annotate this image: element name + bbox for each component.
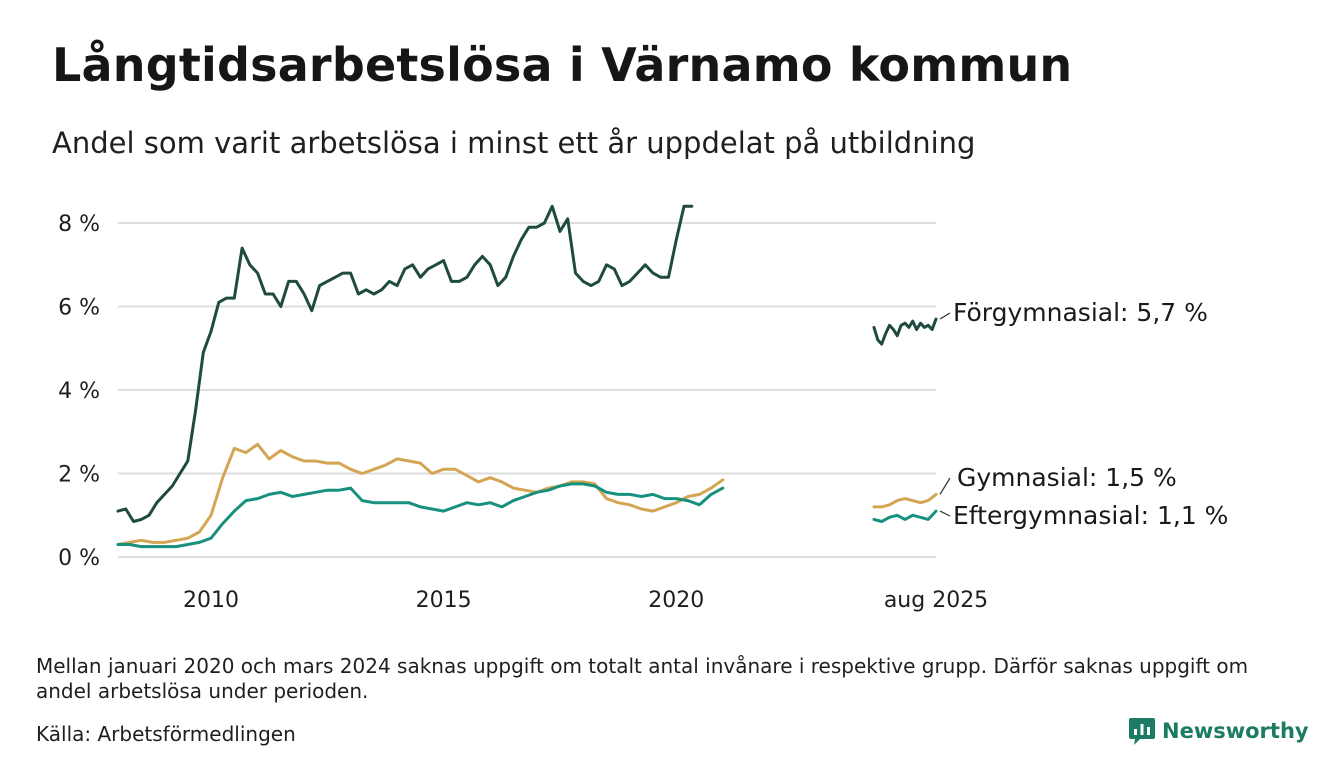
line-chart: 0 % 2 % 4 % 6 % 8 % 2010 2015 2020 aug 2025 För… (58, 204, 1228, 613)
x-tick-label: 2010 (183, 588, 239, 613)
x-tick-label: 2020 (648, 588, 704, 613)
end-label-eftergymnasial: Eftergymnasial: 1,1 % (953, 501, 1228, 530)
end-label-connector (939, 312, 951, 320)
end-label-förgymnasial: Förgymnasial: 5,7 % (953, 298, 1208, 327)
newsworthy-chart-icon (1129, 718, 1155, 745)
page-title: Långtidsarbetslösa i Värnamo kommun (52, 38, 1073, 92)
end-label-gymnasial: Gymnasial: 1,5 % (957, 463, 1177, 492)
x-tick-label: aug 2025 (884, 588, 988, 613)
y-tick-label: 8 % (58, 212, 100, 237)
y-axis-tick-labels: 0 % 2 % 4 % 6 % 8 % (58, 212, 100, 571)
x-tick-label: 2015 (416, 588, 472, 613)
y-tick-label: 4 % (58, 379, 100, 404)
newsworthy-logo: Newsworthy (1128, 716, 1309, 746)
series-line-förgymnasial (872, 317, 938, 346)
series-line-gymnasial (116, 442, 725, 546)
grid-lines (118, 222, 936, 558)
series-line-gymnasial (872, 492, 938, 509)
end-label-connector (939, 477, 951, 495)
series-end-labels: Förgymnasial: 5,7 % Gymnasial: 1,5 % Efter… (939, 298, 1228, 530)
x-axis-tick-labels: 2010 2015 2020 aug 2025 (183, 588, 988, 613)
brand-name: Newsworthy (1162, 719, 1309, 743)
series-lines (116, 204, 938, 549)
series-line-eftergymnasial (116, 482, 725, 549)
end-label-connector (939, 510, 951, 517)
page-subtitle: Andel som varit arbetslösa i minst ett å… (52, 126, 976, 160)
y-tick-label: 2 % (58, 463, 100, 488)
series-line-eftergymnasial (872, 509, 938, 523)
y-tick-label: 0 % (58, 546, 100, 571)
series-line-förgymnasial (116, 204, 694, 523)
source-credit: Källa: Arbetsförmedlingen (36, 722, 296, 746)
y-tick-label: 6 % (58, 296, 100, 321)
footnote: Mellan januari 2020 och mars 2024 saknas… (36, 654, 1249, 703)
